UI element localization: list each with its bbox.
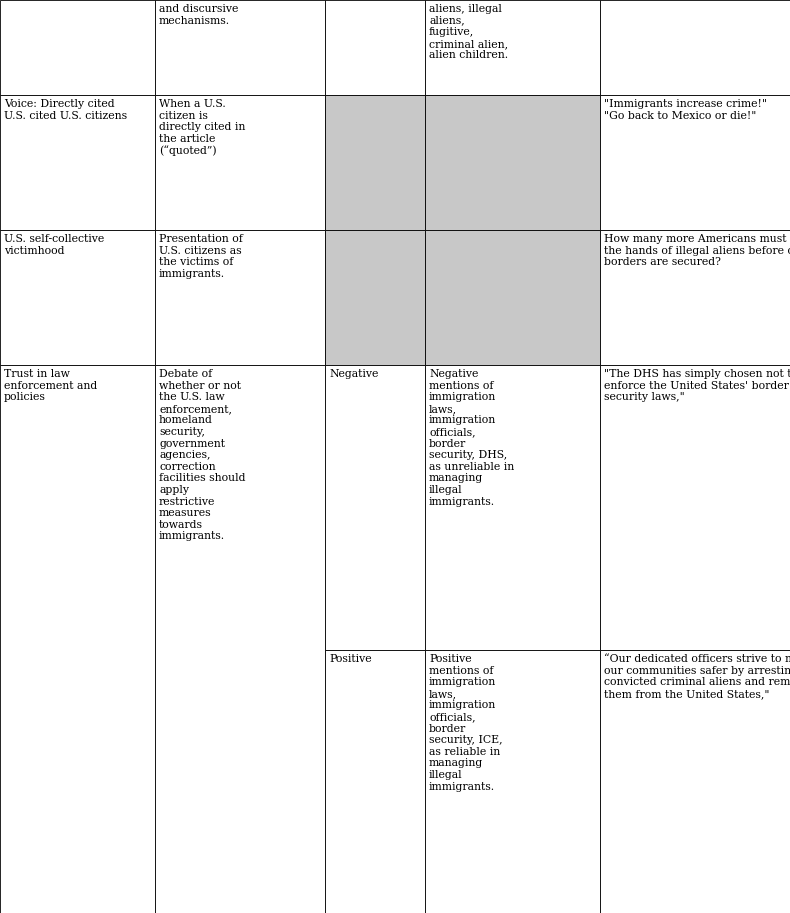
Text: aliens, illegal
aliens,
fugitive,
criminal alien,
alien children.: aliens, illegal aliens, fugitive, crimin… bbox=[429, 4, 508, 60]
Bar bbox=[155, 230, 325, 365]
Bar bbox=[155, 95, 325, 230]
Text: Debate of
whether or not
the U.S. law
enforcement,
homeland
security,
government: Debate of whether or not the U.S. law en… bbox=[159, 369, 246, 541]
Bar bbox=[425, 365, 600, 650]
Bar bbox=[0, 365, 155, 913]
Text: Positive
mentions of
immigration
laws,
immigration
officials,
border
security, I: Positive mentions of immigration laws, i… bbox=[429, 654, 502, 792]
Bar bbox=[425, 0, 600, 95]
Text: Presentation of
U.S. citizens as
the victims of
immigrants.: Presentation of U.S. citizens as the vic… bbox=[159, 234, 243, 278]
Bar bbox=[425, 230, 600, 365]
Text: Negative: Negative bbox=[329, 369, 378, 379]
Bar bbox=[155, 0, 325, 95]
Bar bbox=[155, 365, 325, 913]
Text: U.S. self-collective
victimhood: U.S. self-collective victimhood bbox=[4, 234, 104, 256]
Text: "Immigrants increase crime!"
"Go back to Mexico or die!": "Immigrants increase crime!" "Go back to… bbox=[604, 99, 767, 121]
Bar bbox=[325, 95, 425, 230]
Bar bbox=[425, 95, 600, 230]
Bar bbox=[600, 365, 790, 650]
Bar bbox=[600, 230, 790, 365]
Text: “Our dedicated officers strive to make
our communities safer by arresting
convic: “Our dedicated officers strive to make o… bbox=[604, 654, 790, 698]
Text: "The DHS has simply chosen not to
enforce the United States' border
security law: "The DHS has simply chosen not to enforc… bbox=[604, 369, 790, 403]
Text: How many more Americans must die at
the hands of illegal aliens before our
borde: How many more Americans must die at the … bbox=[604, 234, 790, 268]
Bar bbox=[325, 0, 425, 95]
Text: Voice: Directly cited
U.S. cited U.S. citizens: Voice: Directly cited U.S. cited U.S. ci… bbox=[4, 99, 127, 121]
Text: Negative
mentions of
immigration
laws,
immigration
officials,
border
security, D: Negative mentions of immigration laws, i… bbox=[429, 369, 514, 507]
Bar bbox=[0, 95, 155, 230]
Bar bbox=[0, 230, 155, 365]
Text: Trust in law
enforcement and
policies: Trust in law enforcement and policies bbox=[4, 369, 97, 403]
Bar bbox=[600, 650, 790, 913]
Bar bbox=[325, 365, 425, 650]
Bar bbox=[425, 650, 600, 913]
Text: Positive: Positive bbox=[329, 654, 371, 664]
Text: and discursive
mechanisms.: and discursive mechanisms. bbox=[159, 4, 239, 26]
Bar bbox=[0, 0, 155, 95]
Bar bbox=[600, 95, 790, 230]
Bar bbox=[600, 0, 790, 95]
Bar bbox=[325, 230, 425, 365]
Text: When a U.S.
citizen is
directly cited in
the article
(“quoted”): When a U.S. citizen is directly cited in… bbox=[159, 99, 246, 156]
Bar bbox=[325, 650, 425, 913]
